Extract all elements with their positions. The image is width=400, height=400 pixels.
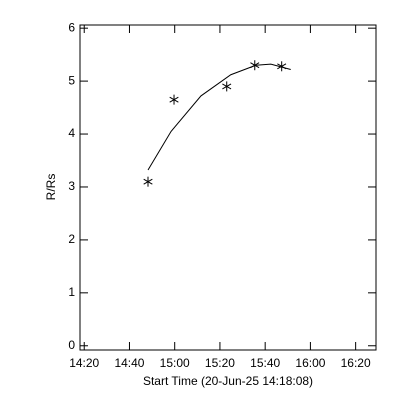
marker-stroke (277, 63, 287, 70)
marker-stroke (222, 83, 232, 90)
y-tick-label: 6 (68, 20, 75, 34)
marker-stroke (143, 178, 153, 185)
y-tick-label: 5 (68, 73, 75, 87)
x-tick-label: 14:40 (114, 356, 144, 370)
fit-line (147, 63, 291, 171)
marker-stroke (169, 96, 179, 103)
y-tick-label: 0 (68, 338, 75, 352)
x-axis-label: Start Time (20-Jun-25 14:18:08) (143, 374, 313, 388)
x-tick-label: 15:20 (205, 356, 235, 370)
y-tick-label: 1 (68, 285, 75, 299)
data-point (169, 94, 179, 105)
y-tick-label: 2 (68, 232, 75, 246)
plot-frame (79, 24, 377, 351)
y-tick-label: 4 (68, 126, 75, 140)
data-point (222, 81, 232, 92)
data-point (143, 176, 153, 187)
x-tick-label: 16:20 (341, 356, 371, 370)
x-tick-label: 14:20 (69, 356, 99, 370)
x-tick-label: 16:00 (295, 356, 325, 370)
y-axis-label: R/Rs (44, 174, 58, 201)
y-tick-label: 3 (68, 179, 75, 193)
x-tick-label: 15:40 (250, 356, 280, 370)
x-tick-label: 15:00 (160, 356, 190, 370)
